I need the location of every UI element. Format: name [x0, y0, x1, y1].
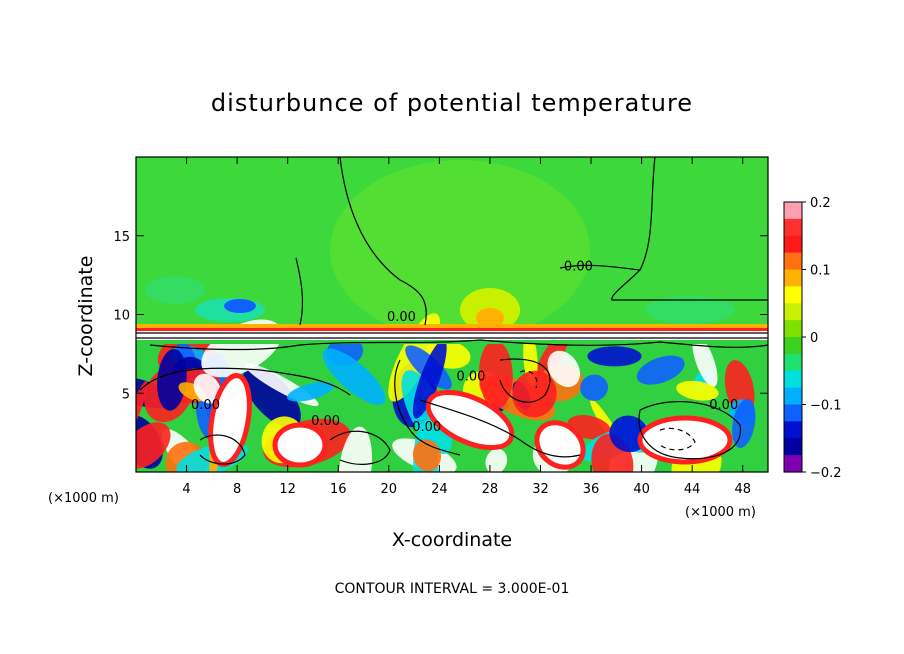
- y-tick-label: 15: [113, 230, 130, 245]
- colorbar-tick-label: −0.1: [810, 399, 842, 414]
- x-tick-label: 4: [182, 482, 190, 497]
- field-patch: [193, 373, 221, 404]
- field-patch: [478, 340, 513, 409]
- contour-line: [149, 339, 768, 351]
- contour-line: [199, 434, 246, 465]
- colorbar-segment: [784, 370, 802, 389]
- contour-line: [499, 358, 551, 403]
- plume-patch: [645, 296, 735, 324]
- colorbar-segment: [784, 286, 802, 304]
- colorbar-segment: [784, 438, 802, 456]
- x-tick-label: 32: [532, 482, 549, 497]
- field-patch: [692, 335, 718, 387]
- field-patch: [287, 381, 334, 402]
- field-patch: [636, 355, 685, 385]
- contour-line: [419, 399, 581, 458]
- colorbar-tick-label: 0.2: [810, 196, 831, 211]
- x-tick-label: 20: [381, 482, 398, 497]
- colorbar: 0.2 0.1 0 −0.1 −0.2: [784, 196, 842, 481]
- colorbar-segment: [784, 303, 802, 321]
- field-patch: [322, 348, 386, 405]
- inversion-band: [136, 328, 768, 331]
- x-tick-label: 48: [734, 482, 751, 497]
- contour-label: 0.00: [387, 310, 416, 325]
- field-patch: [338, 426, 373, 472]
- contour-line: [659, 427, 696, 451]
- x-axis: 4 8 12 16 20 24 28 32 36 40 44 48: [182, 157, 751, 497]
- colorbar-segment: [784, 269, 802, 287]
- contour-label: 0.00: [191, 398, 220, 413]
- contour-label: 0.00: [709, 398, 738, 413]
- colorbar-segment: [784, 235, 802, 254]
- contour-line: [139, 367, 351, 396]
- field-patch: [485, 448, 508, 472]
- colorbar-segment: [784, 455, 802, 473]
- contour-line: [559, 264, 641, 271]
- contour-line: [329, 430, 391, 465]
- y-tick-label: 5: [122, 387, 130, 402]
- contour-line: [339, 157, 427, 326]
- field-patch: [136, 422, 171, 469]
- colorbar-segment: [784, 421, 802, 439]
- y-axis: 5 10 15: [113, 230, 768, 402]
- contour-line: [611, 157, 768, 301]
- contour-line: [295, 257, 304, 326]
- plume-patch: [330, 160, 590, 340]
- field-core: [425, 389, 515, 451]
- x-unit-left: (×1000 m): [48, 491, 119, 506]
- field-patch: [512, 370, 557, 418]
- x-tick-label: 8: [233, 482, 241, 497]
- x-tick-label: 28: [482, 482, 499, 497]
- field-patch: [732, 399, 756, 448]
- x-tick-label: 16: [330, 482, 347, 497]
- x-tick-label: 36: [583, 482, 600, 497]
- field-patch: [580, 374, 608, 401]
- colorbar-tick-label: 0: [810, 331, 818, 346]
- colorbar-segment: [784, 202, 802, 220]
- plot-area: 0.00 0.00 0.00 0.00 0.00 0.00 0.00: [136, 157, 768, 472]
- colorbar-segment: [784, 218, 802, 237]
- colorbar-segment: [784, 353, 802, 372]
- contour-label: 0.00: [456, 370, 485, 385]
- colorbar-segment: [784, 320, 802, 338]
- colorbar-segment: [784, 404, 802, 422]
- x-tick-label: 44: [684, 482, 701, 497]
- contour-line: [519, 370, 538, 389]
- contour-lines: [136, 157, 768, 465]
- colorbar-tick-label: 0.1: [810, 264, 831, 279]
- contour-label: 0.00: [412, 420, 441, 435]
- plume-patch: [224, 299, 256, 313]
- colorbar-tick-label: −0.2: [810, 466, 842, 481]
- contour-labels: 0.00 0.00 0.00 0.00 0.00 0.00 0.00: [191, 259, 738, 435]
- contour-label: 0.00: [311, 414, 340, 429]
- plume-patch: [145, 276, 205, 304]
- field-patch: [587, 346, 642, 367]
- field-patch: [157, 348, 187, 411]
- x-unit-right: (×1000 m): [685, 505, 756, 520]
- contour-interval-note: CONTOUR INTERVAL = 3.000E-01: [335, 581, 570, 597]
- field-patch: [243, 365, 301, 428]
- colorbar-frame: [783, 201, 803, 473]
- inversion-band: [136, 331, 768, 340]
- contour-line: [638, 400, 742, 460]
- y-axis-title: Z-coordinate: [75, 256, 97, 377]
- x-tick-label: 12: [279, 482, 296, 497]
- contour-line: [394, 359, 461, 456]
- contour-label: 0.00: [564, 259, 593, 274]
- colorbar-segment: [784, 252, 802, 271]
- colorbar-segment: [784, 337, 802, 355]
- field-patch: [412, 339, 447, 419]
- chart-title: disturbunce of potential temperature: [211, 89, 693, 117]
- x-tick-label: 24: [431, 482, 448, 497]
- inversion-band: [136, 324, 768, 328]
- x-tick-label: 40: [633, 482, 650, 497]
- field-patch: [676, 380, 719, 401]
- field-core: [272, 422, 328, 468]
- colorbar-segment: [784, 387, 802, 406]
- y-tick-label: 10: [113, 309, 130, 324]
- field-patch: [547, 350, 581, 388]
- plume-patch: [476, 308, 504, 328]
- x-axis-title: X-coordinate: [392, 529, 512, 551]
